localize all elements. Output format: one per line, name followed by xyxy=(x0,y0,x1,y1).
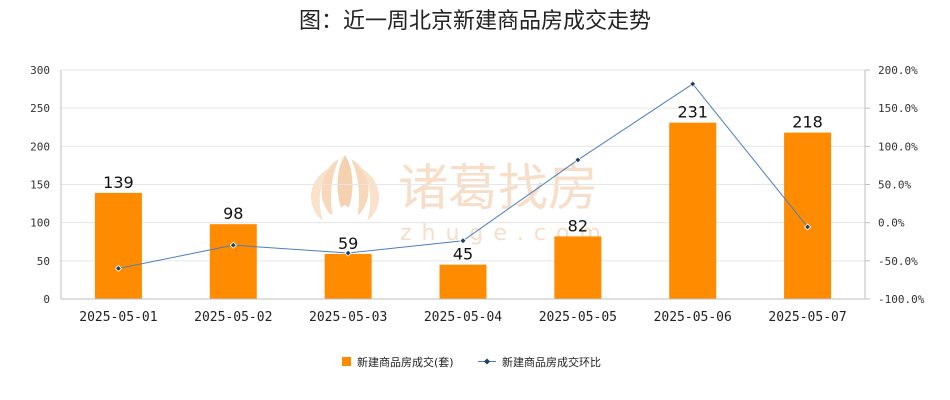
legend-marker-line xyxy=(484,358,490,365)
left-tick-label: 0 xyxy=(43,293,50,306)
bar-labels: 139 98 59 45 82 231 218 xyxy=(103,103,823,264)
right-tick-label: 200.0% xyxy=(878,64,918,77)
watermark-logo-icon xyxy=(311,155,379,225)
bar-data-label: 98 xyxy=(223,204,243,223)
line-series xyxy=(114,80,812,273)
right-axis: -100.0% -50.0% 0.0% 50.0% 100.0% 150.0% 200.0% xyxy=(864,64,925,306)
bar xyxy=(94,192,142,299)
legend: 新建商品房成交(套) 新建商品房成交环比 xyxy=(342,355,601,369)
left-tick-label: 50 xyxy=(37,255,50,268)
right-tick-label: 100.0% xyxy=(878,140,918,153)
line-point xyxy=(229,241,237,249)
line-point xyxy=(689,80,697,88)
x-axis: 2025-05-01 2025-05-02 2025-05-03 2025-05-04… xyxy=(61,298,865,325)
x-tick-label: 2025-05-07 xyxy=(768,310,846,325)
x-tick-label: 2025-05-03 xyxy=(309,310,387,325)
bar xyxy=(209,224,257,299)
legend-label-line: 新建商品房成交环比 xyxy=(502,355,601,369)
bar-data-label: 139 xyxy=(103,173,134,192)
right-tick-label: -100.0% xyxy=(878,293,925,306)
x-tick-label: 2025-05-05 xyxy=(539,310,617,325)
bar-data-label: 59 xyxy=(338,234,358,253)
line-point xyxy=(804,223,812,231)
right-tick-label: 50.0% xyxy=(878,179,911,192)
x-tick-label: 2025-05-02 xyxy=(194,310,272,325)
right-tick-label: 0.0% xyxy=(878,217,905,230)
bar xyxy=(669,122,717,299)
line-point xyxy=(344,249,352,257)
bar xyxy=(439,264,487,299)
x-tick-label: 2025-05-06 xyxy=(654,310,732,325)
bar-data-label: 218 xyxy=(792,113,823,132)
chart-title: 图：近一周北京新建商品房成交走势 xyxy=(299,9,651,34)
watermark-brand: 诸葛找房 xyxy=(398,159,598,217)
bar-data-label: 45 xyxy=(453,245,473,264)
left-tick-label: 150 xyxy=(30,179,50,192)
right-tick-label: 150.0% xyxy=(878,102,918,115)
x-tick-label: 2025-05-04 xyxy=(424,310,502,325)
line-point xyxy=(114,264,122,273)
legend-label-bar: 新建商品房成交(套) xyxy=(357,355,454,369)
line-point xyxy=(459,237,467,245)
bar xyxy=(784,132,832,299)
left-tick-label: 300 xyxy=(30,64,50,77)
x-tick-label: 2025-05-01 xyxy=(79,310,157,325)
bars xyxy=(94,122,832,299)
right-tick-label: -50.0% xyxy=(878,255,918,268)
left-tick-label: 200 xyxy=(30,140,50,153)
left-tick-label: 250 xyxy=(30,102,50,115)
legend-swatch-bar xyxy=(342,357,351,366)
bar-data-label: 82 xyxy=(568,216,588,235)
watermark: 诸葛找房 zhuge.com xyxy=(311,155,601,246)
bar xyxy=(324,253,372,299)
left-tick-label: 100 xyxy=(30,217,50,230)
left-axis: 0 50 100 150 200 250 300 xyxy=(30,64,62,306)
bar-data-label: 231 xyxy=(677,103,708,122)
bar xyxy=(554,236,602,299)
line-point xyxy=(574,156,582,164)
